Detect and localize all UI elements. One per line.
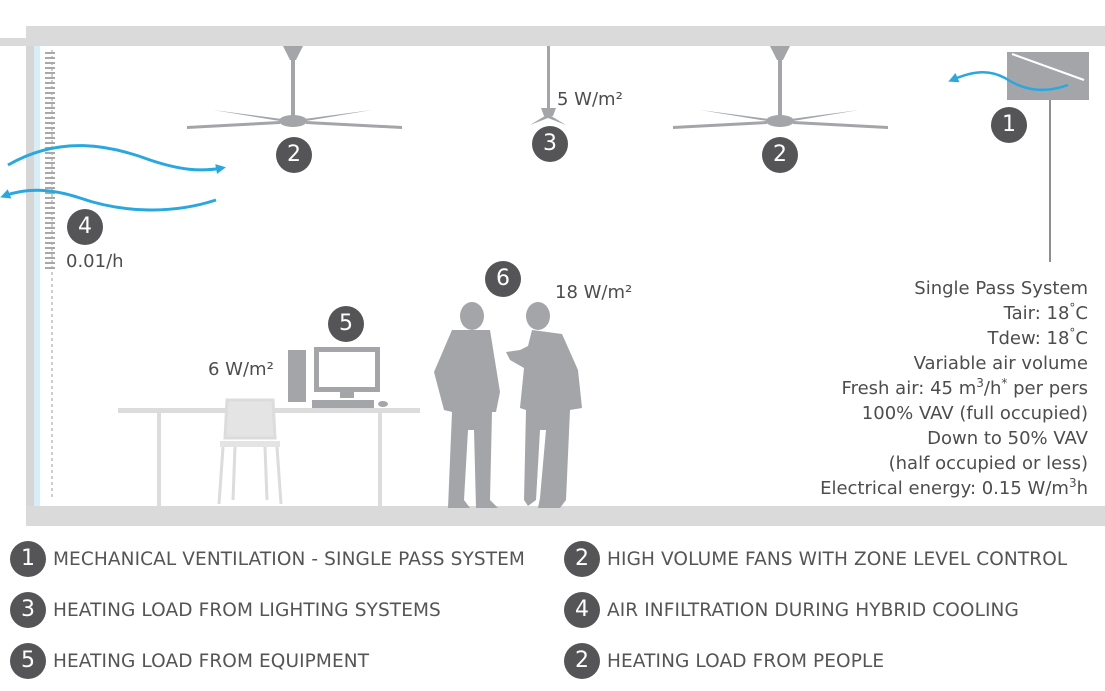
ceiling bbox=[26, 26, 1105, 46]
person-right bbox=[506, 302, 582, 508]
system-spec: Single Pass System Tair: 18°C Tdew: 18°C… bbox=[820, 276, 1088, 501]
ceiling-fan-right bbox=[673, 46, 888, 129]
badge-equipment: 5 bbox=[328, 306, 364, 342]
chair bbox=[217, 398, 283, 505]
legend-item: 4 AIR INFILTRATION DURING HYBRID COOLING bbox=[564, 592, 1019, 628]
left-wall bbox=[26, 46, 34, 506]
badge-ventilation: 1 bbox=[991, 107, 1027, 143]
legend-item: 2 HIGH VOLUME FANS WITH ZONE LEVEL CONTR… bbox=[564, 541, 1067, 577]
legend-text: AIR INFILTRATION DURING HYBRID COOLING bbox=[607, 599, 1019, 621]
diagram-scene: 1 2 3 2 4 5 6 5 W/m² 0.01/h 18 W/m² 6 W/… bbox=[0, 26, 1105, 526]
floor bbox=[26, 506, 1105, 526]
legend-item: 1 MECHANICAL VENTILATION - SINGLE PASS S… bbox=[10, 541, 525, 577]
people-load-label: 18 W/m² bbox=[555, 282, 633, 303]
spec-line-tdew: Tdew: 18°C bbox=[987, 326, 1088, 349]
person-left bbox=[434, 302, 500, 508]
computer bbox=[288, 347, 388, 408]
legend-text: HIGH VOLUME FANS WITH ZONE LEVEL CONTROL bbox=[607, 548, 1068, 570]
badge-lighting: 3 bbox=[532, 126, 568, 162]
badge-fan-left: 2 bbox=[276, 137, 312, 173]
light-fixture bbox=[530, 46, 566, 125]
infiltration-arrow-in bbox=[7, 144, 226, 174]
room-illustration bbox=[0, 26, 1105, 526]
badge-infiltration: 4 bbox=[67, 209, 103, 245]
badge-people: 6 bbox=[485, 261, 521, 297]
spec-line-vav: Variable air volume bbox=[913, 353, 1088, 374]
ceiling-left-stub bbox=[0, 38, 26, 46]
spec-line-system: Single Pass System bbox=[914, 278, 1088, 299]
legend-number: 2 bbox=[564, 643, 600, 679]
spec-line-tair: Tair: 18°C bbox=[1003, 301, 1088, 324]
vent-unit bbox=[1007, 52, 1089, 262]
legend-text: HEATING LOAD FROM EQUIPMENT bbox=[53, 650, 370, 672]
legend-number: 3 bbox=[10, 592, 46, 628]
infiltration-arrow-out bbox=[0, 188, 217, 212]
legend-number: 4 bbox=[564, 592, 600, 628]
infiltration-rate-label: 0.01/h bbox=[66, 251, 124, 272]
equipment-load-label: 6 W/m² bbox=[208, 359, 274, 380]
legend-item: 2 HEATING LOAD FROM PEOPLE bbox=[564, 643, 884, 679]
legend-number: 2 bbox=[564, 541, 600, 577]
legend-item: 5 HEATING LOAD FROM EQUIPMENT bbox=[10, 643, 369, 679]
legend-text: HEATING LOAD FROM LIGHTING SYSTEMS bbox=[53, 599, 441, 621]
spec-line-energy: Electrical energy: 0.15 W/m3h bbox=[820, 476, 1088, 499]
spec-line-full: 100% VAV (full occupied) bbox=[861, 403, 1088, 424]
legend-text: MECHANICAL VENTILATION - SINGLE PASS SYS… bbox=[53, 548, 525, 570]
legend-text: HEATING LOAD FROM PEOPLE bbox=[607, 650, 885, 672]
spec-line-half: (half occupied or less) bbox=[888, 453, 1088, 474]
window-glass bbox=[34, 46, 40, 506]
badge-fan-right: 2 bbox=[762, 137, 798, 173]
ceiling-fan-left bbox=[187, 46, 402, 129]
lighting-load-label: 5 W/m² bbox=[557, 89, 623, 110]
legend: 1 MECHANICAL VENTILATION - SINGLE PASS S… bbox=[0, 530, 1105, 691]
legend-number: 1 bbox=[10, 541, 46, 577]
ventilation-arrow bbox=[948, 71, 1069, 92]
spec-line-down: Down to 50% VAV bbox=[927, 428, 1088, 449]
legend-item: 3 HEATING LOAD FROM LIGHTING SYSTEMS bbox=[10, 592, 441, 628]
legend-number: 5 bbox=[10, 643, 46, 679]
spec-line-fresh-air: Fresh air: 45 m3/h* per pers bbox=[841, 376, 1088, 399]
